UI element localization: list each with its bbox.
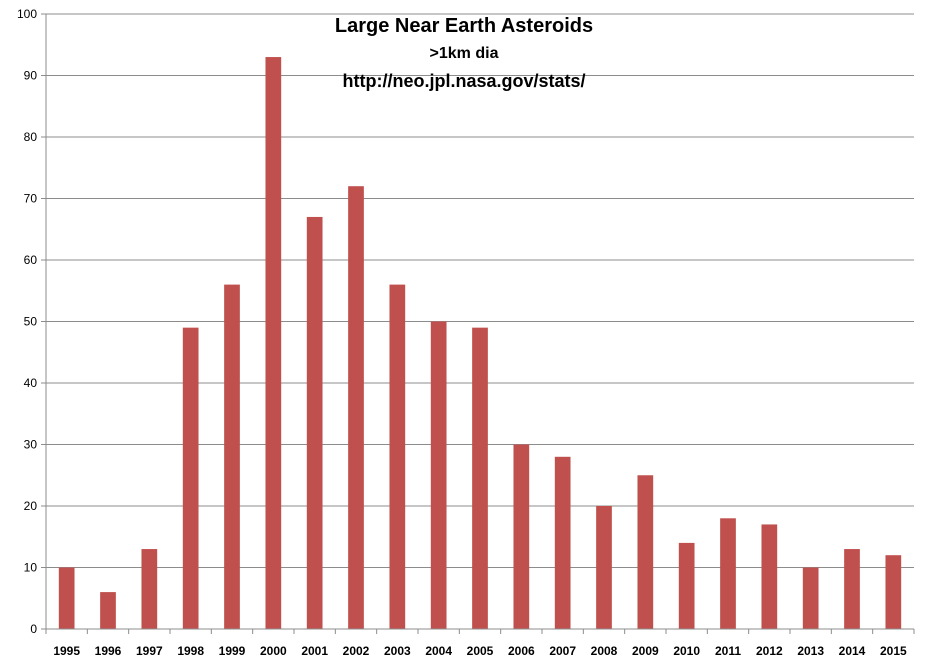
y-tick-label-0: 0 (30, 622, 37, 636)
bar-2006 (513, 444, 530, 629)
x-tick-label-1996: 1996 (95, 644, 122, 658)
bar-1998 (182, 327, 199, 629)
x-tick-label-2012: 2012 (756, 644, 783, 658)
chart-source: http://neo.jpl.nasa.gov/stats/ (342, 71, 585, 91)
x-tick-label-2015: 2015 (880, 644, 907, 658)
bar-1997 (141, 549, 158, 629)
bar-2014 (844, 549, 860, 629)
x-tick-label-2003: 2003 (384, 644, 411, 658)
bar-1995 (58, 567, 75, 629)
x-tick-label-2014: 2014 (839, 644, 866, 658)
bar-1999 (224, 284, 240, 629)
chart-subtitle: >1km dia (430, 45, 499, 62)
x-tick-label-2010: 2010 (673, 644, 700, 658)
y-tick-label-40: 40 (24, 376, 38, 390)
y-tick-label-20: 20 (24, 499, 38, 513)
x-tick-label-2004: 2004 (425, 644, 452, 658)
bar-2011 (720, 518, 736, 629)
x-tick-labels: 1995 1996 1997 1998 1999 2000 2001 2002 2003 2004… (53, 644, 907, 658)
chart-title: Large Near Earth Asteroids (335, 15, 593, 37)
bar-2007 (554, 456, 571, 629)
x-tick-label-2013: 2013 (797, 644, 824, 658)
x-tick-label-1999: 1999 (219, 644, 246, 658)
x-tick-label-2007: 2007 (549, 644, 576, 658)
x-tick-label-2002: 2002 (343, 644, 370, 658)
x-tick-label-2001: 2001 (301, 644, 328, 658)
bar-2001 (306, 216, 323, 629)
bars (58, 57, 902, 630)
x-tick-label-1995: 1995 (53, 644, 80, 658)
bar-2009 (637, 475, 654, 629)
chart-title-block: Large Near Earth Asteroids >1km dia http… (335, 15, 593, 91)
y-tick-label-30: 30 (24, 438, 38, 452)
y-tick-label-80: 80 (24, 130, 38, 144)
bar-1996 (100, 592, 116, 629)
bar-2003 (389, 284, 406, 629)
y-tick-label-100: 100 (17, 7, 37, 21)
x-tick-label-1998: 1998 (177, 644, 204, 658)
y-tick-label-60: 60 (24, 253, 38, 267)
y-tick-labels: 0 10 20 30 40 50 60 70 80 90 100 (17, 7, 37, 636)
y-tick-label-90: 90 (24, 69, 38, 83)
x-tick-label-2000: 2000 (260, 644, 287, 658)
x-tick-label-2006: 2006 (508, 644, 535, 658)
bar-2002 (348, 186, 364, 629)
bar-2000 (265, 57, 282, 630)
bar-2010 (678, 542, 695, 629)
x-tick-label-2005: 2005 (467, 644, 494, 658)
bar-2008 (596, 506, 612, 629)
axes (41, 13, 915, 634)
y-tick-label-50: 50 (24, 315, 38, 329)
x-tick-label-2011: 2011 (715, 644, 741, 658)
bar-2013 (802, 567, 819, 629)
x-tick-label-2008: 2008 (591, 644, 618, 658)
bar-2012 (761, 524, 778, 629)
y-tick-label-10: 10 (24, 561, 38, 575)
y-tick-label-70: 70 (24, 192, 38, 206)
bar-2004 (430, 321, 447, 629)
bar-2005 (472, 327, 488, 629)
bar-2015 (885, 555, 902, 629)
x-tick-label-1997: 1997 (136, 644, 163, 658)
x-tick-label-2009: 2009 (632, 644, 659, 658)
